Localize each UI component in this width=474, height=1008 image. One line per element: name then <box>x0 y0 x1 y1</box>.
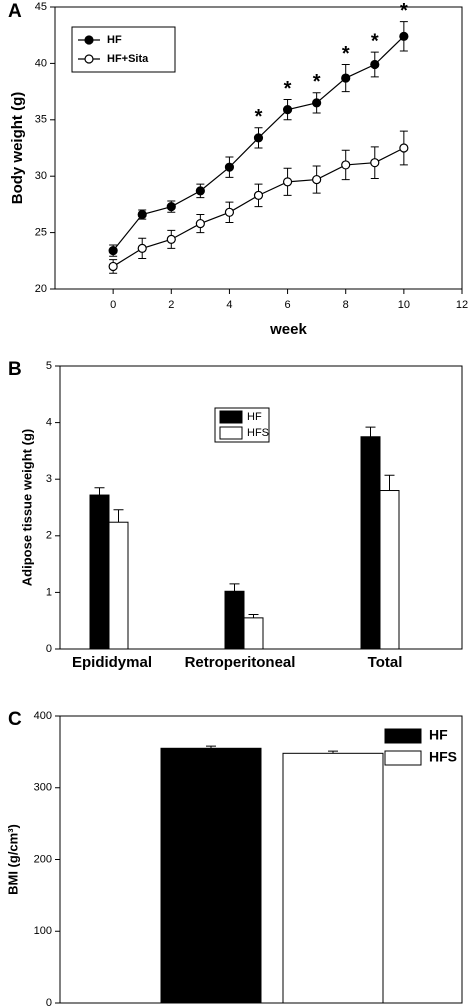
panel-label: A <box>8 1 22 22</box>
significance-mark: * <box>313 71 321 93</box>
bar <box>160 747 262 1004</box>
y-tick-label: 300 <box>34 782 52 794</box>
bar <box>243 617 264 650</box>
bar <box>282 752 384 1004</box>
plot-frame <box>54 6 463 290</box>
x-tick-label: 8 <box>343 299 349 311</box>
error-bar <box>365 426 376 437</box>
y-tick-label: 0 <box>46 997 52 1008</box>
y-tick-label: 35 <box>35 114 47 126</box>
legend-swatch <box>219 426 243 440</box>
error-bar <box>248 613 259 618</box>
bar <box>89 494 110 650</box>
data-point <box>341 73 351 83</box>
data-point <box>224 162 235 172</box>
x-tick-label: 10 <box>398 299 410 311</box>
x-tick-label: Total <box>368 654 403 671</box>
significance-mark: * <box>342 43 350 65</box>
y-axis-label: BMI (g/cm³) <box>5 824 20 895</box>
x-tick-label: 2 <box>168 299 174 311</box>
error-bar <box>229 583 240 592</box>
legend-marker <box>84 54 94 64</box>
y-tick-label: 20 <box>35 283 47 295</box>
series-line <box>112 147 405 267</box>
data-point <box>137 243 147 253</box>
legend-label: HF <box>247 411 262 423</box>
significance-mark: * <box>284 78 292 100</box>
data-point <box>399 31 409 41</box>
x-tick-label: 6 <box>285 299 291 311</box>
data-point <box>253 133 264 143</box>
y-tick-label: 40 <box>35 57 47 69</box>
legend-swatch <box>384 728 422 744</box>
data-point <box>195 218 205 229</box>
legend-label: HFS <box>247 427 269 439</box>
legend-label: HFS <box>429 749 457 765</box>
legend-swatch <box>384 750 422 766</box>
significance-mark: * <box>371 30 379 52</box>
legend-label: HF <box>107 34 122 46</box>
y-tick-label: 30 <box>35 170 47 182</box>
error-bar <box>94 487 105 496</box>
y-axis-label: Body weight (g) <box>9 92 26 205</box>
y-tick-label: 5 <box>46 360 52 372</box>
y-tick-label: 25 <box>35 227 47 239</box>
y-tick-label: 200 <box>34 853 52 865</box>
data-point <box>253 190 264 200</box>
data-point <box>282 105 293 115</box>
legend-swatch <box>219 410 243 424</box>
y-tick-label: 4 <box>46 417 52 429</box>
data-point <box>370 158 380 168</box>
legend-label: HF+Sita <box>107 53 149 65</box>
data-point <box>312 98 322 108</box>
bar <box>224 590 245 650</box>
y-tick-label: 45 <box>35 1 47 13</box>
data-point <box>166 202 176 212</box>
bar <box>108 521 129 650</box>
legend-label: HF <box>429 727 448 743</box>
y-axis-label: Adipose tissue weight (g) <box>19 429 34 586</box>
data-point <box>282 177 293 187</box>
panel-label: B <box>8 359 22 380</box>
x-tick-label: Retroperitoneal <box>185 654 296 671</box>
y-tick-label: 100 <box>34 925 52 937</box>
data-point <box>312 174 322 185</box>
x-tick-label: Epididymal <box>72 654 152 671</box>
data-point <box>137 209 147 220</box>
significance-mark: * <box>255 106 263 128</box>
y-tick-label: 400 <box>34 710 52 722</box>
y-tick-label: 3 <box>46 473 52 485</box>
x-tick-label: 4 <box>226 299 232 311</box>
significance-mark: * <box>400 0 408 22</box>
data-point <box>399 143 409 153</box>
error-bar <box>384 474 395 491</box>
data-point <box>166 234 176 244</box>
x-tick-label: 12 <box>456 299 468 311</box>
data-point <box>341 160 351 170</box>
data-point <box>195 186 205 196</box>
data-point <box>108 246 118 256</box>
bar <box>379 490 400 650</box>
legend-box <box>71 26 176 73</box>
y-tick-label: 0 <box>46 643 52 655</box>
y-tick-label: 2 <box>46 530 52 542</box>
data-point <box>370 59 380 70</box>
x-axis-label: week <box>269 321 307 338</box>
legend-marker <box>84 35 94 45</box>
x-tick-label: 0 <box>110 299 116 311</box>
bar <box>360 436 381 650</box>
data-point <box>224 207 235 217</box>
panel-label: C <box>8 709 22 730</box>
data-point <box>108 261 118 272</box>
error-bar <box>113 509 124 523</box>
y-tick-label: 1 <box>46 586 52 598</box>
